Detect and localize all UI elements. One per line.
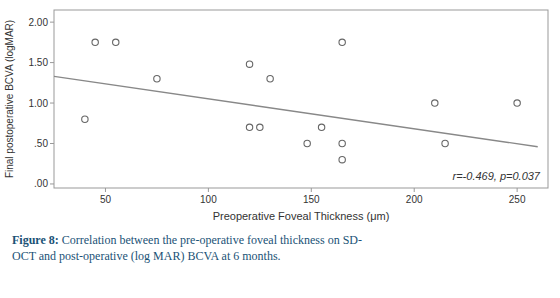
scatter-point xyxy=(318,124,324,130)
scatter-point xyxy=(267,76,273,82)
chart: 50 100 150 200 250 .00 .50 1.00 1.50 2.00 Preopera… xyxy=(0,0,560,228)
y-tick xyxy=(50,183,54,184)
scatter-point xyxy=(339,140,345,146)
x-tick-label: 150 xyxy=(303,194,320,205)
caption-text: Correlation between the pre-operative fo… xyxy=(12,233,362,263)
x-tick xyxy=(311,188,312,192)
y-axis-label: Final postoperative BCVA (logMAR) xyxy=(4,20,15,178)
x-axis-label: Preoperative Foveal Thickness (μm) xyxy=(213,210,390,222)
scatter-point xyxy=(339,156,345,162)
x-tick xyxy=(517,188,518,192)
x-tick-label: 100 xyxy=(200,194,217,205)
y-tick-label: 1.50 xyxy=(29,57,49,68)
plot-marks xyxy=(54,39,538,163)
scatter-point xyxy=(257,124,263,130)
x-tick-label: 250 xyxy=(509,194,526,205)
y-tick xyxy=(50,143,54,144)
annotation: r=-0.469, p=0.037 xyxy=(453,170,541,182)
scatter-point xyxy=(442,140,448,146)
scatter-point xyxy=(304,140,310,146)
y-tick xyxy=(50,62,54,63)
x-tick xyxy=(208,188,209,192)
scatter-point xyxy=(246,61,252,67)
scatter-point xyxy=(92,39,98,45)
scatter-point xyxy=(113,39,119,45)
scatter-point xyxy=(154,76,160,82)
x-tick xyxy=(414,188,415,192)
y-tick-label: 1.00 xyxy=(29,98,49,109)
y-tick xyxy=(50,22,54,23)
y-tick-label: .00 xyxy=(34,178,48,189)
y-tick-label: .50 xyxy=(34,138,48,149)
x-tick-label: 50 xyxy=(100,194,112,205)
scatter-point xyxy=(339,39,345,45)
caption-label: Figure 8: xyxy=(12,233,59,247)
scatter-point xyxy=(432,100,438,106)
plot-frame xyxy=(54,10,548,188)
scatter-point xyxy=(82,116,88,122)
scatter-point xyxy=(246,124,252,130)
y-tick-label: 2.00 xyxy=(29,17,49,28)
figure: 50 100 150 200 250 .00 .50 1.00 1.50 2.00 Preopera… xyxy=(0,0,560,298)
y-tick xyxy=(50,103,54,104)
caption: Figure 8: Correlation between the pre-op… xyxy=(12,232,548,264)
scatter-point xyxy=(514,100,520,106)
x-tick-label: 200 xyxy=(406,194,423,205)
x-tick xyxy=(105,188,106,192)
regression-line xyxy=(54,76,538,146)
